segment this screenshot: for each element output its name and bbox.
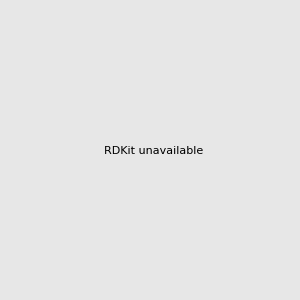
Text: RDKit unavailable: RDKit unavailable xyxy=(104,146,203,157)
